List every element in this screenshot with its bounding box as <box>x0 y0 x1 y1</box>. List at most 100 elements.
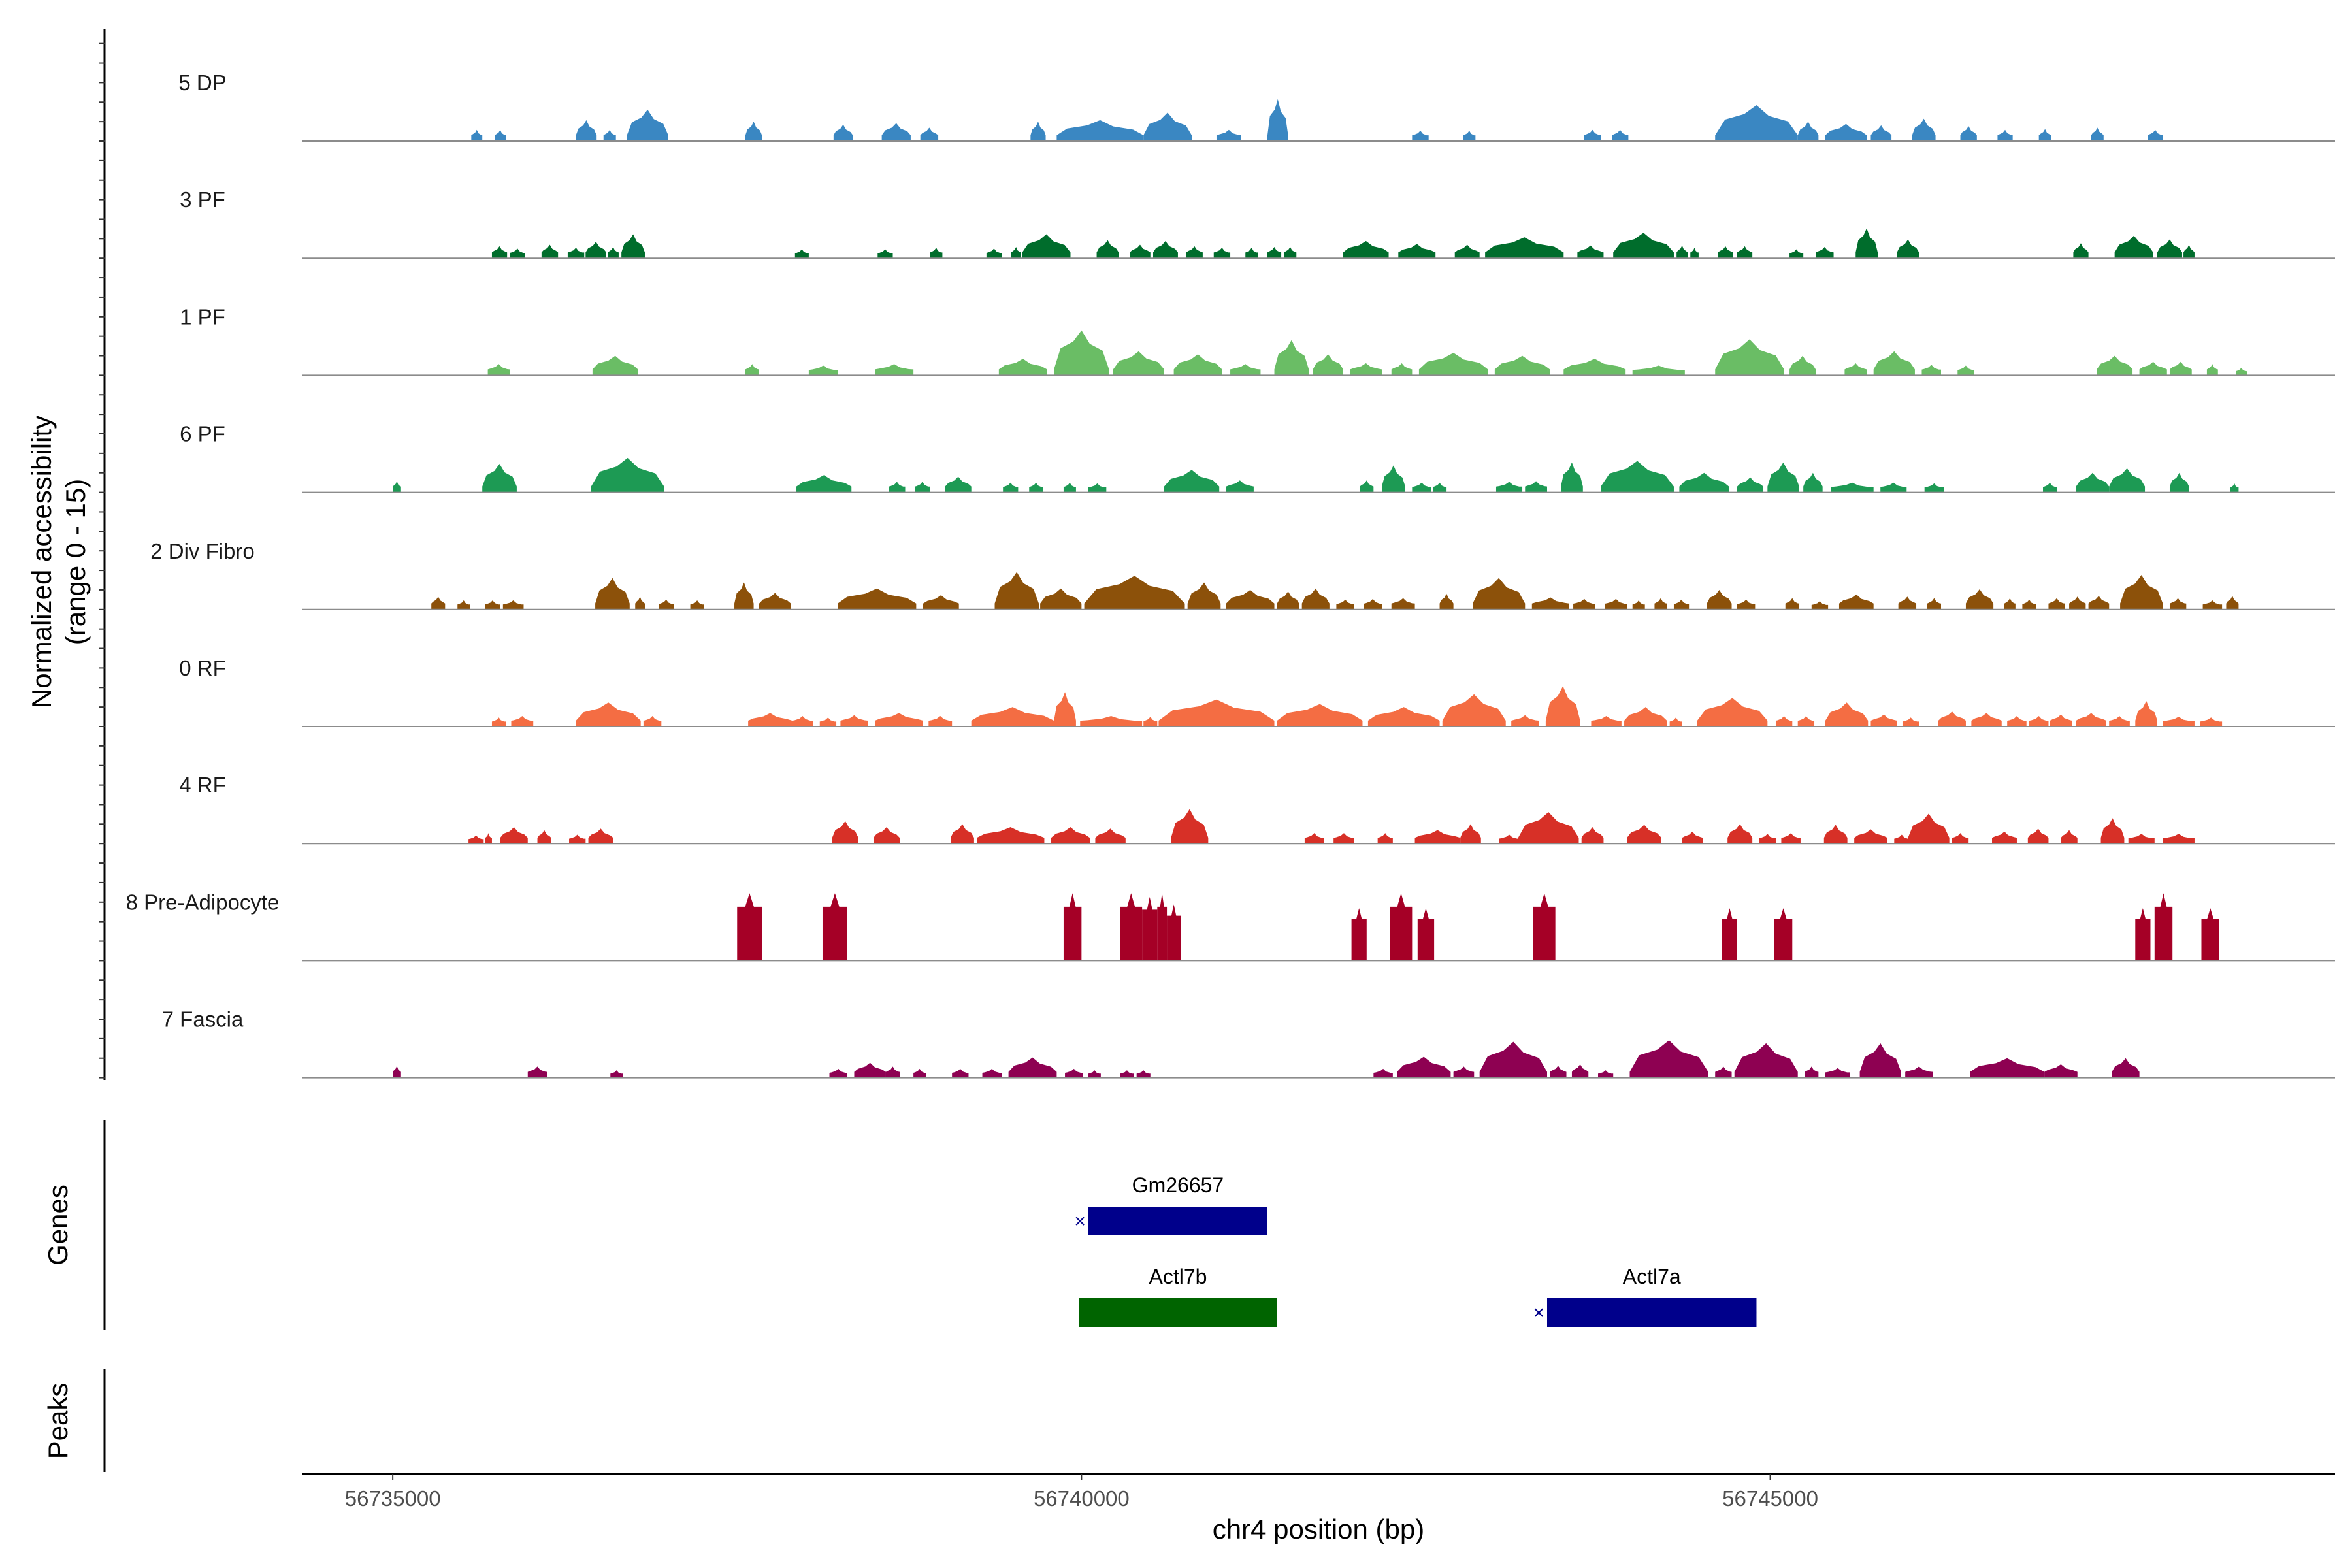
coverage-peak <box>1226 589 1275 610</box>
coverage-peak <box>994 572 1039 610</box>
coverage-peak <box>1613 233 1674 259</box>
coverage-peak <box>1669 717 1682 727</box>
coverage-peak <box>840 715 868 727</box>
coverage-peak <box>885 1066 900 1078</box>
coverage-peak <box>2061 830 2078 844</box>
coverage-peak <box>1398 244 1436 259</box>
coverage-peak <box>2022 599 2036 610</box>
coverage-peak <box>2091 127 2104 141</box>
coverage-peak <box>2088 596 2110 610</box>
coverage-peak <box>1654 598 1667 610</box>
coverage-peak <box>1805 1066 1819 1078</box>
coverage-peak <box>2230 483 2239 493</box>
track-6-pf: 6 PF <box>180 422 2335 493</box>
coverage-peak <box>873 826 900 844</box>
y-axis-title-line2: (range 0 - 15) <box>60 479 91 645</box>
coverage-peak <box>1894 834 1910 844</box>
coverage-peak <box>1412 130 1429 141</box>
coverage-peak <box>1734 1043 1798 1078</box>
coverage-peak <box>1460 824 1481 844</box>
coverage-peak <box>1737 246 1753 259</box>
coverage-peak <box>2139 361 2167 376</box>
y-axis-title-line1: Normalized accessibility <box>26 416 57 708</box>
coverage-peak <box>1336 599 1354 610</box>
x-tick-label: 56735000 <box>345 1486 441 1511</box>
coverage-peak <box>2027 828 2049 844</box>
coverage-peak <box>1494 355 1550 376</box>
gene-label: Actl7b <box>1149 1265 1207 1288</box>
coverage-peak <box>1632 365 1685 376</box>
coverage-peak <box>537 830 551 844</box>
coverage-peak <box>998 359 1047 376</box>
coverage-peak <box>2163 834 2195 844</box>
coverage-tracks: 5 DP 3 PF 1 PF 6 PF 2 Div Fibro 0 RF 4 RF 8 Pre… <box>126 71 2335 1079</box>
coverage-peak <box>487 364 510 376</box>
coverage-peak <box>1965 589 1994 610</box>
coverage-peak <box>2226 596 2239 610</box>
coverage-peak <box>1584 129 1601 141</box>
coverage-peak <box>491 717 506 727</box>
track-label: 1 PF <box>180 304 225 329</box>
coverage-peak <box>659 599 674 610</box>
genes-panel-title: Genes <box>42 1184 73 1266</box>
coverage-peak <box>1096 240 1119 259</box>
coverage-peak <box>1679 472 1729 493</box>
coverage-peak <box>2004 598 2016 610</box>
coverage-peak <box>1473 578 1526 610</box>
coverage-peak <box>1499 834 1520 844</box>
coverage-peak <box>2043 482 2057 493</box>
coverage-peak <box>2114 235 2153 259</box>
coverage-peak <box>1040 588 1082 610</box>
coverage-peak <box>491 246 508 259</box>
coverage-peak <box>2206 364 2218 376</box>
coverage-peak <box>1970 1058 2045 1078</box>
track-1-pf: 1 PF <box>180 304 2335 376</box>
coverage-peak <box>2201 908 2219 961</box>
gene-body <box>1079 1298 1277 1327</box>
coverage-peak <box>1997 129 2013 141</box>
coverage-peak <box>1367 707 1440 727</box>
coverage-peak <box>2135 908 2151 961</box>
coverage-peak <box>822 893 847 961</box>
track-label: 2 Div Fibro <box>150 539 255 563</box>
coverage-peak <box>1690 248 1699 259</box>
coverage-peak <box>500 826 528 844</box>
coverage-peak <box>734 582 754 610</box>
coverage-peak <box>1088 1070 1101 1078</box>
x-axis-title: chr4 position (bp) <box>1213 1514 1425 1544</box>
peaks-panel-title: Peaks <box>42 1383 73 1460</box>
coverage-peak <box>2029 715 2049 727</box>
coverage-peak <box>2007 715 2027 727</box>
coverage-peak <box>1624 707 1667 727</box>
coverage-peak <box>1759 834 1776 844</box>
coverage-peak <box>2100 818 2125 844</box>
gene-gm26657: × Gm26657 <box>1074 1173 1267 1235</box>
coverage-peak <box>1313 354 1343 376</box>
coverage-peak <box>838 588 917 610</box>
coverage-peak <box>748 713 792 727</box>
coverage-peak <box>1173 354 1222 376</box>
coverage-peak <box>485 600 500 610</box>
coverage-peak <box>1084 576 1185 610</box>
coverage-peak <box>923 595 959 610</box>
track-7-fascia: 7 Fascia <box>162 1007 2335 1079</box>
coverage-peak <box>1627 825 1661 844</box>
coverage-peak <box>635 596 645 610</box>
coverage-peak <box>1682 831 1703 844</box>
coverage-peak <box>1921 365 1941 376</box>
coverage-peak <box>1905 1066 1933 1078</box>
coverage-peak <box>1030 122 1046 141</box>
coverage-peak <box>1373 1068 1393 1078</box>
coverage-peak <box>1870 125 1892 141</box>
coverage-peak <box>511 715 534 727</box>
coverage-peak <box>796 475 852 493</box>
coverage-peak <box>1715 1066 1732 1078</box>
coverage-peak <box>2236 367 2247 376</box>
coverage-peak <box>1143 112 1192 141</box>
track-label: 5 DP <box>178 71 226 95</box>
coverage-peak <box>1171 809 1209 844</box>
coverage-peak <box>1277 704 1363 727</box>
coverage-peak <box>920 127 939 141</box>
coverage-peak <box>1152 240 1178 259</box>
